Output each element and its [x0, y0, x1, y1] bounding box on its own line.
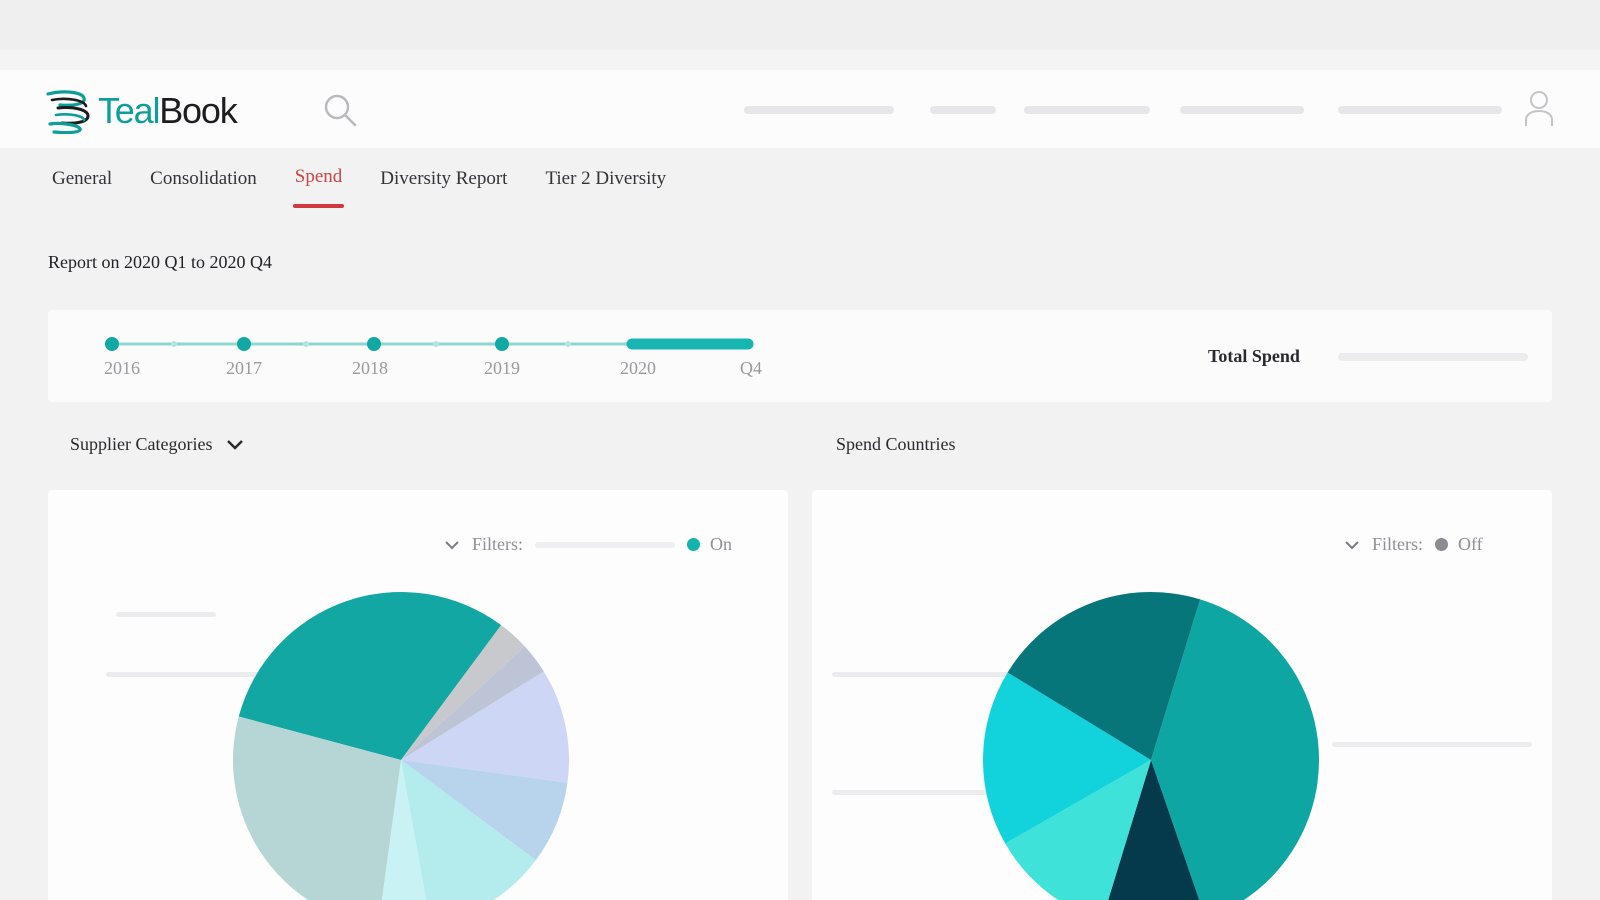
search-icon[interactable]: [322, 92, 358, 128]
filters-label: Filters:: [472, 534, 524, 554]
timeline-card: 2016 2017 2018 2019 2020 Q4 Total Spend: [48, 310, 1552, 402]
spend-countries-header: Spend Countries: [836, 434, 956, 455]
supplier-categories-filters[interactable]: Filters: On: [444, 534, 732, 555]
timeline-year-dot[interactable]: [237, 337, 251, 351]
tealbook-logo-icon: [46, 90, 90, 134]
chevron-down-icon: [227, 439, 244, 450]
tab-tier-2-diversity[interactable]: Tier 2 Diversity: [545, 168, 667, 189]
report-range-label: Report on 2020 Q1 to 2020 Q4: [48, 252, 272, 272]
legend-label-placeholder: [832, 672, 1112, 677]
timeline-label-2019: 2019: [484, 358, 520, 378]
logo-wordmark: TealBook: [98, 88, 238, 134]
timeline-minor-dot: [171, 341, 177, 347]
filter-state: Off: [1458, 534, 1483, 554]
logo-text-dark: Book: [159, 90, 237, 131]
timeline-year-dot[interactable]: [105, 337, 119, 351]
chevron-down-icon: [1345, 540, 1359, 549]
timeline-label-2016: 2016: [104, 358, 140, 378]
spend-countries-pie-slice[interactable]: [1102, 760, 1206, 900]
logo-text-teal: Teal: [98, 90, 160, 131]
spend-countries-pie-slice[interactable]: [1007, 592, 1201, 760]
spend-countries-filters[interactable]: Filters: Off: [1344, 534, 1483, 555]
supplier-categories-pie-slice[interactable]: [401, 625, 525, 760]
nav-link-placeholder[interactable]: [1024, 106, 1150, 114]
filters-label: Filters:: [1372, 534, 1424, 554]
spend-countries-pie-slice[interactable]: [1005, 760, 1151, 900]
supplier-categories-dropdown[interactable]: Supplier Categories: [70, 434, 244, 455]
supplier-categories-pie-chart[interactable]: [48, 490, 788, 900]
filter-value-placeholder: [535, 541, 676, 548]
supplier-categories-pie-slice[interactable]: [238, 592, 502, 760]
tab-diversity-report[interactable]: Diversity Report: [380, 168, 508, 189]
spend-countries-panel: Filters: Off: [812, 490, 1552, 900]
tab-consolidation[interactable]: Consolidation: [150, 168, 257, 189]
legend-label-placeholder: [116, 612, 216, 617]
supplier-categories-title: Supplier Categories: [70, 434, 213, 454]
spend-countries-pie-slice[interactable]: [983, 672, 1151, 844]
supplier-categories-pie-slice[interactable]: [233, 716, 401, 900]
timeline-year-dot[interactable]: [367, 337, 381, 351]
supplier-categories-pie-slice[interactable]: [401, 671, 569, 783]
browser-top-bar: [0, 0, 1600, 50]
supplier-categories-pie-slice[interactable]: [401, 760, 568, 861]
nav-link-placeholder[interactable]: [1180, 106, 1304, 114]
spend-countries-title: Spend Countries: [836, 434, 956, 454]
filter-status-dot: [687, 538, 701, 551]
tealbook-logo[interactable]: TealBook: [44, 88, 238, 134]
supplier-categories-pie-slice[interactable]: [401, 646, 544, 760]
filter-state: On: [710, 534, 733, 554]
timeline-minor-dot: [433, 341, 439, 347]
timeline-minor-dot: [303, 341, 309, 347]
app-header: TealBook: [0, 70, 1600, 148]
timeline-label-q4: Q4: [740, 358, 762, 378]
report-tabs: General Consolidation Spend Diversity Re…: [52, 166, 704, 212]
tab-spend[interactable]: Spend: [292, 166, 344, 210]
top-divider: [0, 50, 1600, 70]
timeline-year-dot[interactable]: [495, 337, 509, 351]
total-spend-label: Total Spend: [1208, 346, 1300, 366]
supplier-categories-pie-slice[interactable]: [378, 760, 431, 900]
legend-label-placeholder: [1332, 742, 1532, 747]
timeline-label-2020: 2020: [620, 358, 656, 378]
spend-countries-pie-slice[interactable]: [1151, 599, 1319, 900]
supplier-categories-panel: Filters: On: [48, 490, 788, 900]
nav-link-placeholder[interactable]: [1338, 106, 1502, 114]
filter-status-dot: [1435, 538, 1449, 551]
user-icon[interactable]: [1524, 90, 1554, 128]
total-spend-value-placeholder: [1338, 353, 1528, 361]
timeline-slider[interactable]: [48, 310, 1552, 402]
supplier-categories-pie-slice[interactable]: [401, 760, 536, 900]
legend-label-placeholder: [832, 790, 992, 795]
timeline-label-2017: 2017: [226, 358, 262, 378]
legend-label-placeholder: [106, 672, 326, 677]
spend-countries-pie-chart[interactable]: [812, 490, 1552, 900]
timeline-label-2018: 2018: [352, 358, 388, 378]
nav-link-placeholder[interactable]: [930, 106, 996, 114]
timeline-minor-dot: [565, 341, 571, 347]
chevron-down-icon: [445, 540, 459, 549]
nav-link-placeholder[interactable]: [744, 106, 894, 114]
tab-general[interactable]: General: [52, 168, 113, 189]
